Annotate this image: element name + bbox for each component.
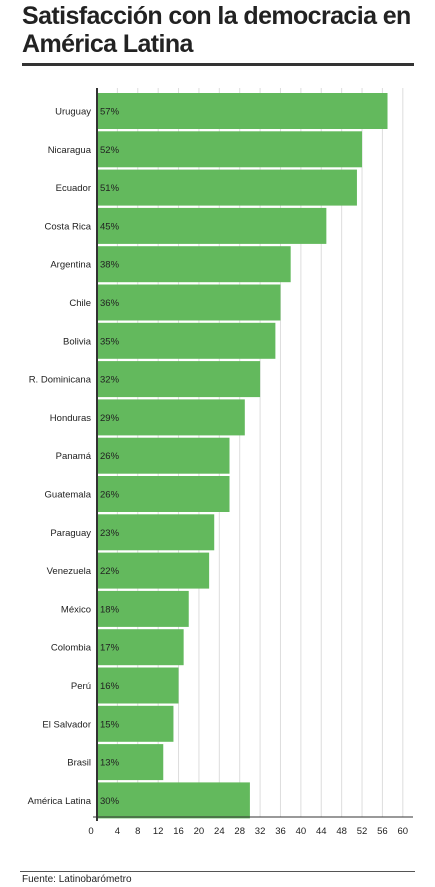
x-tick-label: 24 — [214, 826, 225, 837]
source-divider — [20, 871, 415, 872]
x-tick-label: 16 — [173, 826, 184, 837]
bar-chart-svg: 57% Uruguay 52% Nicaragua 51% Ecuador 45% Costa… — [28, 88, 413, 837]
category-label: Venezuela — [47, 566, 92, 577]
bar — [97, 322, 276, 359]
bar — [97, 744, 164, 781]
x-tick-label: 8 — [135, 826, 140, 837]
bar — [97, 514, 215, 551]
x-tick-label: 12 — [153, 826, 164, 837]
data-label: 29% — [100, 413, 120, 424]
x-tick-label: 0 — [88, 826, 93, 837]
bar — [97, 169, 357, 206]
category-label: México — [61, 604, 91, 615]
data-label: 30% — [100, 796, 120, 807]
category-label: Honduras — [50, 413, 91, 424]
data-label: 57% — [100, 107, 120, 118]
x-tick-label: 36 — [275, 826, 286, 837]
category-label: Panamá — [56, 451, 92, 462]
category-label: Perú — [71, 681, 91, 692]
bar — [97, 131, 363, 168]
data-label: 15% — [100, 719, 120, 730]
chart-title: Satisfacción con la democracia en Améric… — [22, 2, 411, 58]
bar — [97, 361, 261, 398]
category-label: Colombia — [51, 643, 92, 654]
x-tick-label: 20 — [194, 826, 205, 837]
source-note: Fuente: Latinobarómetro — [22, 874, 132, 885]
bar-chart: 57% Uruguay 52% Nicaragua 51% Ecuador 45% Costa… — [0, 80, 435, 850]
category-label: América Latina — [28, 796, 92, 807]
data-label: 36% — [100, 298, 120, 309]
x-tick-label: 52 — [357, 826, 368, 837]
data-label: 17% — [100, 643, 120, 654]
category-label: Guatemala — [45, 490, 92, 501]
bar — [97, 437, 230, 474]
bar — [97, 667, 179, 704]
data-label: 35% — [100, 336, 120, 347]
category-label: Uruguay — [55, 107, 91, 118]
data-label: 18% — [100, 604, 120, 615]
category-label: El Salvador — [42, 719, 91, 730]
x-tick-label: 60 — [398, 826, 409, 837]
data-label: 45% — [100, 221, 120, 232]
title-divider — [22, 63, 414, 66]
bar — [97, 93, 388, 129]
bar — [97, 590, 189, 627]
bar — [97, 246, 291, 283]
bar — [97, 782, 250, 819]
data-label: 23% — [100, 528, 120, 539]
data-label: 22% — [100, 566, 120, 577]
data-label: 16% — [100, 681, 120, 692]
data-label: 13% — [100, 758, 120, 769]
x-tick-label: 40 — [296, 826, 307, 837]
x-tick-label: 28 — [234, 826, 245, 837]
bar — [97, 207, 327, 244]
data-label: 26% — [100, 490, 120, 501]
category-label: Bolivia — [63, 336, 92, 347]
category-label: R. Dominicana — [29, 375, 92, 386]
bar — [97, 399, 245, 436]
bar — [97, 705, 174, 742]
bar — [97, 552, 210, 589]
category-label: Ecuador — [56, 183, 91, 194]
category-label: Costa Rica — [45, 221, 92, 232]
x-tick-label: 48 — [336, 826, 347, 837]
x-tick-label: 4 — [115, 826, 120, 837]
bar — [97, 629, 184, 666]
category-label: Chile — [69, 298, 91, 309]
category-label: Argentina — [50, 260, 91, 271]
x-tick-label: 56 — [377, 826, 388, 837]
data-label: 38% — [100, 260, 120, 271]
bar — [97, 476, 230, 512]
data-label: 26% — [100, 451, 120, 462]
category-label: Paraguay — [50, 528, 91, 539]
category-label: Brasil — [67, 758, 91, 769]
data-label: 51% — [100, 183, 120, 194]
category-label: Nicaragua — [48, 145, 92, 156]
data-label: 52% — [100, 145, 120, 156]
data-label: 32% — [100, 375, 120, 386]
bar — [97, 284, 281, 321]
x-tick-label: 32 — [255, 826, 266, 837]
x-tick-label: 44 — [316, 826, 327, 837]
